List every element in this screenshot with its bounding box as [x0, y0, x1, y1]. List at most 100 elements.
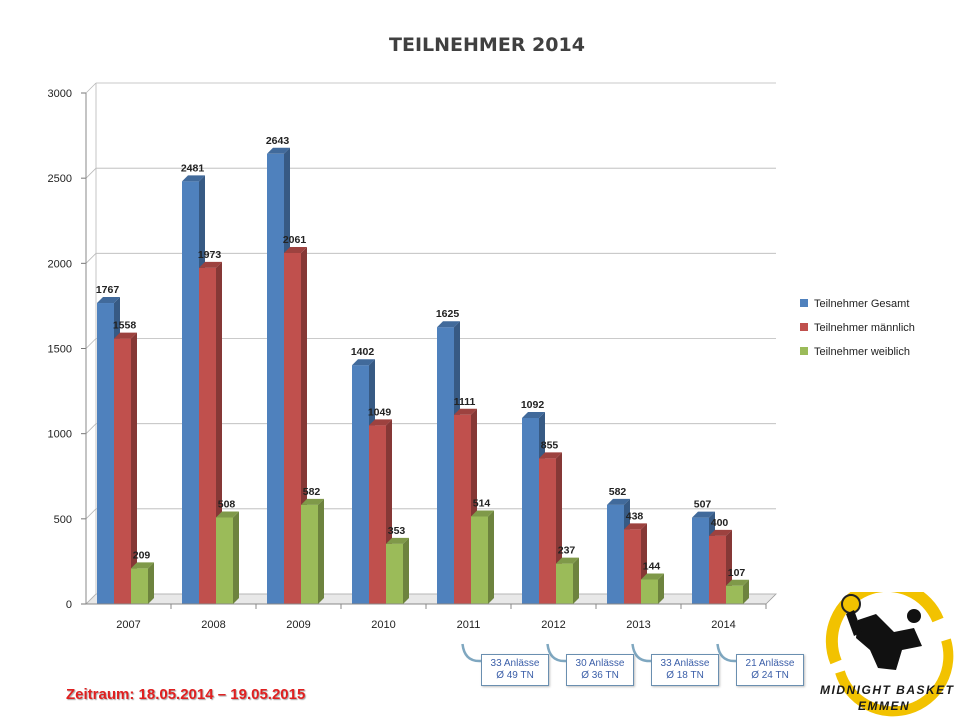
bar — [352, 365, 369, 604]
x-tick-label: 2009 — [286, 619, 310, 631]
bar — [556, 563, 573, 604]
bar-top — [454, 408, 477, 415]
bar-top — [709, 529, 732, 536]
data-label: 2481 — [181, 162, 205, 174]
annotation-line-1: 33 Anlässe — [660, 658, 710, 669]
bar — [624, 529, 641, 604]
data-label: 353 — [388, 525, 406, 537]
y-tick-label: 1500 — [48, 344, 72, 356]
annotation-line-1: 30 Anlässe — [575, 658, 625, 669]
bar — [182, 181, 199, 604]
data-label: 1092 — [521, 399, 545, 411]
data-label: 582 — [609, 486, 627, 498]
bar — [301, 504, 318, 604]
bar — [369, 425, 386, 604]
x-tick-label: 2013 — [626, 619, 650, 631]
bar — [454, 414, 471, 604]
bar — [726, 585, 743, 604]
bar-top — [284, 246, 307, 253]
bar-side — [658, 573, 664, 604]
bar-top — [522, 411, 545, 418]
bar — [386, 543, 403, 604]
bar-top — [386, 537, 409, 544]
grid-diagonal — [85, 593, 97, 605]
annotation-line-1: 33 Anlässe — [490, 658, 540, 669]
legend-swatch — [800, 299, 808, 307]
bar-top — [556, 557, 579, 564]
bar-top — [641, 573, 664, 580]
x-tick-label: 2011 — [457, 619, 481, 631]
data-label: 1049 — [368, 406, 392, 418]
bar-top — [199, 261, 222, 268]
annotation-line-2: Ø 49 TN — [496, 670, 534, 681]
data-label: 237 — [558, 545, 576, 557]
data-label: 1973 — [198, 249, 222, 261]
bar — [114, 338, 131, 604]
data-label: 1111 — [454, 396, 476, 408]
annotation-connector — [546, 643, 567, 663]
chart-title: TEILNEHMER 2014 — [389, 34, 585, 56]
data-label: 1767 — [96, 284, 120, 296]
legend-entry: Teilnehmer männlich — [814, 322, 915, 334]
data-label: 2643 — [266, 135, 290, 147]
grid-diagonal — [85, 508, 97, 520]
bar-top — [267, 147, 290, 154]
y-tick-label: 500 — [54, 514, 72, 526]
bar — [471, 516, 488, 604]
period-text: Zeitraum: 18.05.2014 – 19.05.2015 — [66, 686, 306, 703]
bar-top — [131, 562, 154, 569]
annotation-line-2: Ø 36 TN — [581, 670, 619, 681]
x-tick-label: 2007 — [116, 619, 140, 631]
legend: Teilnehmer Gesamt Teilnehmer männlich Teil… — [800, 298, 915, 358]
legend-swatch — [800, 347, 808, 355]
data-label: 400 — [711, 517, 729, 529]
bar — [216, 517, 233, 604]
logo-line-2: EMMEN — [858, 699, 910, 713]
bar — [199, 267, 216, 604]
bar-top — [369, 419, 392, 426]
bar-top — [182, 175, 205, 182]
annotation-connector — [631, 643, 652, 663]
annotation-box: 33 Anlässe Ø 18 TN — [651, 654, 719, 686]
annotation-box: 30 Anlässe Ø 36 TN — [566, 654, 634, 686]
annotation-connector — [716, 643, 737, 663]
bar-top — [539, 452, 562, 459]
data-label: 855 — [541, 439, 559, 451]
grid-diagonal — [85, 423, 97, 434]
bar — [97, 303, 114, 604]
annotation-line-2: Ø 24 TN — [751, 670, 789, 681]
annotation-line-2: Ø 18 TN — [666, 670, 704, 681]
data-label: 438 — [626, 510, 644, 522]
y-tick-label: 2000 — [48, 258, 72, 270]
bar-top — [692, 511, 715, 518]
annotation-box: 33 Anlässe Ø 49 TN — [481, 654, 549, 686]
bar-side — [148, 562, 154, 604]
data-label: 582 — [303, 486, 321, 498]
data-label: 507 — [694, 499, 712, 511]
y-tick-label: 3000 — [48, 88, 72, 100]
bar-top — [471, 510, 494, 517]
x-tick-label: 2008 — [201, 619, 225, 631]
bar-top — [301, 498, 324, 505]
bar-side — [131, 332, 137, 604]
annotation-box: 21 Anlässe Ø 24 TN — [736, 654, 804, 686]
y-tick-label: 1000 — [48, 429, 72, 441]
bar-top — [437, 321, 460, 328]
x-tick-label: 2010 — [371, 619, 395, 631]
bar — [437, 327, 454, 604]
annotation-connector — [461, 643, 482, 663]
data-label: 514 — [473, 497, 491, 509]
data-label: 209 — [133, 549, 151, 561]
data-label: 1402 — [351, 346, 375, 358]
plot-area: 0 500 1000 1500 2000 2500 3000 1767 1558 209 2007 2… — [48, 82, 777, 631]
bar — [131, 568, 148, 604]
legend-entry: Teilnehmer weiblich — [814, 346, 910, 358]
bar — [692, 517, 709, 604]
data-label: 1625 — [436, 308, 460, 320]
bar-side — [573, 557, 579, 604]
bar-side — [743, 579, 749, 604]
bar-top — [607, 498, 630, 505]
legend-entry: Teilnehmer Gesamt — [814, 298, 909, 310]
data-label: 1558 — [113, 320, 137, 332]
